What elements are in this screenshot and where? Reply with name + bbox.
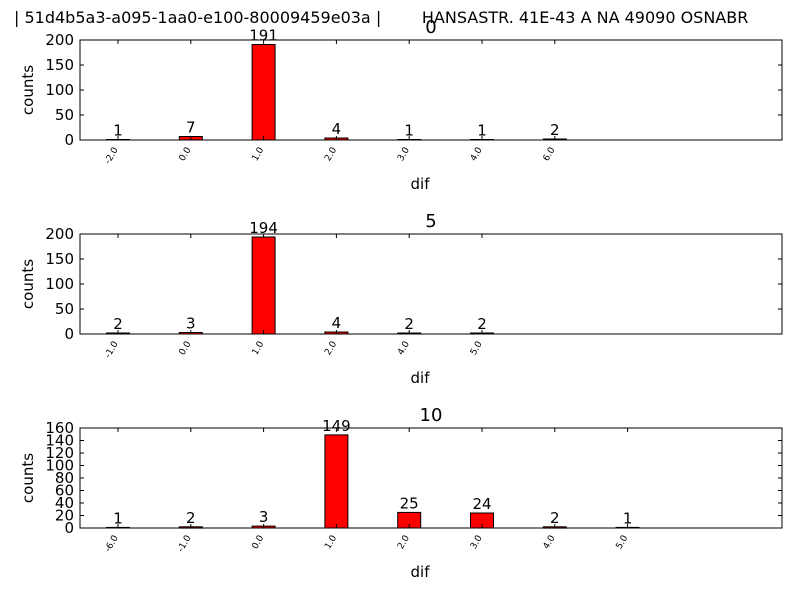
axes-frame: [79, 427, 783, 529]
bar-value-label: 4: [332, 314, 342, 332]
bar-value-label: 2: [550, 121, 560, 139]
x-axis-label: dif: [411, 175, 431, 193]
bar: [324, 434, 349, 529]
bar-value-label: 1: [113, 509, 123, 527]
bar: [251, 44, 276, 141]
x-tick-label: 3.0: [396, 146, 412, 164]
bar-value-label: 2: [477, 315, 487, 333]
bar-value-label: 2: [550, 509, 560, 527]
y-axis-label: counts: [19, 259, 37, 309]
subplot-title: 0: [425, 17, 436, 38]
y-axis-label: counts: [19, 65, 37, 115]
bar-value-label: 149: [322, 417, 351, 435]
x-tick-label: 2.0: [323, 146, 339, 164]
x-tick-label: 0.0: [178, 340, 194, 358]
y-tick-label: 0: [64, 519, 74, 537]
figure-suptitle: | 51d4b5a3-a095-1aa0-e100-80009459e03a |…: [14, 8, 749, 27]
axes-frame: [79, 233, 783, 335]
x-tick-label: -2.0: [103, 146, 121, 166]
bar-value-label: 2: [113, 315, 123, 333]
x-tick-label: 4.0: [396, 340, 412, 358]
bar-value-label: 1: [404, 122, 414, 140]
y-tick-label: 100: [45, 81, 74, 99]
y-tick-label: 150: [45, 56, 74, 74]
x-tick-label: 4.0: [469, 146, 485, 164]
y-tick-label: 200: [45, 225, 74, 243]
bar: [251, 236, 276, 335]
x-tick-label: 0.0: [178, 146, 194, 164]
y-tick-label: 120: [45, 444, 74, 462]
x-tick-label: 1.0: [323, 534, 339, 552]
x-tick-label: -6.0: [103, 534, 121, 554]
axes-frame: [79, 39, 783, 141]
subplot-title: 10: [420, 405, 443, 426]
x-tick-label: 1.0: [251, 146, 267, 164]
x-tick-label: -1.0: [176, 534, 194, 554]
x-tick-label: 0.0: [251, 534, 267, 552]
x-tick-label: 1.0: [251, 340, 267, 358]
y-tick-label: 140: [45, 432, 74, 450]
bar-value-label: 194: [249, 219, 278, 237]
bar-value-label: 1: [623, 509, 633, 527]
y-tick-label: 100: [45, 457, 74, 475]
x-axis-label: dif: [411, 369, 431, 387]
x-tick-label: 2.0: [396, 534, 412, 552]
y-tick-label: 80: [55, 469, 74, 487]
bar-value-label: 7: [186, 119, 196, 137]
y-tick-label: 100: [45, 275, 74, 293]
y-tick-label: 0: [64, 325, 74, 343]
subplot-title: 5: [425, 211, 436, 232]
bar-value-label: 25: [400, 494, 419, 512]
y-tick-label: 50: [55, 106, 74, 124]
x-tick-label: 5.0: [469, 340, 485, 358]
y-tick-label: 200: [45, 31, 74, 49]
bar-value-label: 2: [404, 315, 414, 333]
bar-value-label: 4: [332, 120, 342, 138]
bar-value-label: 2: [186, 509, 196, 527]
y-tick-label: 20: [55, 507, 74, 525]
y-tick-label: 0: [64, 131, 74, 149]
x-tick-label: 2.0: [323, 340, 339, 358]
bar-value-label: 1: [113, 122, 123, 140]
bar-value-label: 24: [472, 495, 491, 513]
y-tick-label: 160: [45, 419, 74, 437]
x-tick-label: 5.0: [615, 534, 631, 552]
x-tick-label: 3.0: [469, 534, 485, 552]
y-tick-label: 60: [55, 482, 74, 500]
bar-value-label: 3: [259, 508, 269, 526]
x-axis-label: dif: [411, 563, 431, 581]
bar-value-label: 1: [477, 122, 487, 140]
x-tick-label: 4.0: [542, 534, 558, 552]
y-axis-label: counts: [19, 453, 37, 503]
y-tick-label: 50: [55, 300, 74, 318]
x-tick-label: 6.0: [542, 146, 558, 164]
bar-value-label: 3: [186, 315, 196, 333]
y-tick-label: 40: [55, 494, 74, 512]
x-tick-label: -1.0: [103, 340, 121, 360]
y-tick-label: 150: [45, 250, 74, 268]
